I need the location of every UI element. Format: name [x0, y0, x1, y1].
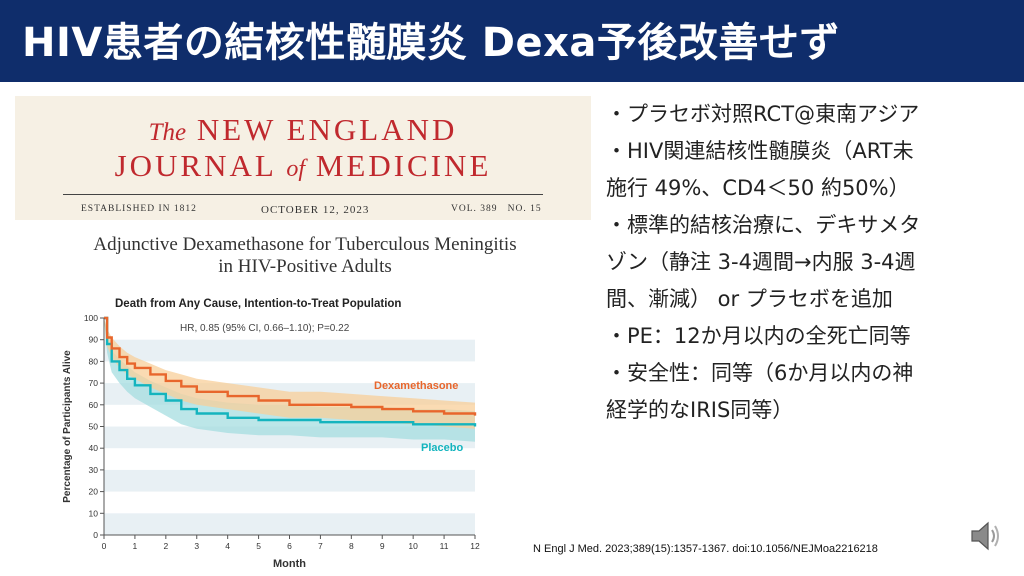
- bullet-line: ・安全性：同等（6か月以内の神: [606, 361, 914, 385]
- chart-annotation: HR, 0.85 (95% CI, 0.66–1.10); P=0.22: [180, 323, 350, 334]
- bullet-line: 間、漸減） or プラセボを追加: [606, 287, 893, 311]
- y-tick-label: 30: [89, 465, 99, 475]
- x-tick-label: 8: [349, 541, 354, 551]
- bullet-line: ・HIV関連結核性髄膜炎（ART未: [606, 139, 914, 163]
- masthead-rule: [63, 194, 543, 195]
- article-title-line2: in HIV-Positive Adults: [218, 256, 392, 277]
- y-tick-label: 20: [89, 487, 99, 497]
- y-tick-label: 60: [89, 400, 99, 410]
- y-tick-label: 100: [84, 313, 98, 323]
- speaker-icon[interactable]: [966, 516, 1006, 556]
- y-tick-label: 90: [89, 335, 99, 345]
- y-axis-label: Percentage of Participants Alive: [62, 350, 73, 503]
- x-tick-label: 2: [163, 541, 168, 551]
- journal-the: The: [148, 119, 187, 146]
- ci-band-dexamethasone: [104, 318, 475, 429]
- y-tick-label: 0: [93, 530, 98, 540]
- bullet-list: ・プラセボ対照RCT@東南アジア ・HIV関連結核性髄膜炎（ART未 施行 49%、…: [606, 96, 1016, 429]
- y-tick-label: 70: [89, 378, 99, 388]
- x-tick-label: 1: [133, 541, 138, 551]
- y-tick-label: 50: [89, 422, 99, 432]
- y-tick-label: 80: [89, 356, 99, 366]
- citation: N Engl J Med. 2023;389(15):1357-1367. do…: [533, 543, 878, 555]
- series-line-dexamethasone: [104, 316, 477, 416]
- x-tick-label: 12: [470, 541, 480, 551]
- slide-title: HIV患者の結核性髄膜炎 Dexa予後改善せず: [22, 20, 840, 66]
- series-line-placebo: [104, 316, 477, 427]
- legend-placebo: Placebo: [421, 442, 463, 454]
- bullet-line: ・プラセボ対照RCT@東南アジア: [606, 102, 920, 126]
- bullet-line: 経学的なIRIS同等）: [606, 398, 794, 422]
- x-tick-label: 10: [408, 541, 418, 551]
- x-tick-label: 11: [440, 541, 449, 551]
- grid-band: [104, 469, 475, 492]
- bullet-line: 施行 49%、CD4＜50 約50%）: [606, 176, 910, 200]
- x-tick-label: 9: [380, 541, 385, 551]
- journal-of: of: [286, 156, 306, 182]
- chart-title: Death from Any Cause, Intention-to-Treat…: [115, 298, 401, 310]
- journal-journal: JOURNAL: [114, 148, 276, 183]
- y-tick-label: 10: [89, 508, 99, 518]
- x-tick-label: 5: [256, 541, 261, 551]
- journal-date: OCTOBER 12, 2023: [261, 204, 370, 216]
- title-bar: HIV患者の結核性髄膜炎 Dexa予後改善せず: [0, 0, 1024, 82]
- grid-band: [104, 513, 475, 535]
- article-title: Adjunctive Dexamethasone for Tuberculous…: [40, 234, 570, 278]
- x-tick-label: 7: [318, 541, 323, 551]
- journal-masthead: The NEW ENGLAND JOURNAL of MEDICINE ESTA…: [15, 96, 591, 220]
- article-title-line1: Adjunctive Dexamethasone for Tuberculous…: [93, 234, 517, 255]
- journal-new-england: NEW ENGLAND: [196, 112, 458, 147]
- bullet-line: ・PE：12か月以内の全死亡同等: [606, 324, 911, 348]
- grid-band: [104, 339, 475, 362]
- bullet-line: ・標準的結核治療に、デキサメタ: [606, 213, 921, 237]
- legend-dexamethasone: Dexamethasone: [374, 380, 458, 392]
- journal-name-line2: JOURNAL of MEDICINE: [15, 148, 591, 184]
- journal-volume: VOL. 389 NO. 15: [451, 204, 542, 214]
- x-axis-label: Month: [273, 558, 306, 570]
- x-tick-label: 3: [194, 541, 199, 551]
- journal-established: ESTABLISHED IN 1812: [81, 204, 197, 214]
- bullet-line: ゾン（静注 3-4週間→内服 3-4週: [606, 250, 916, 274]
- y-tick-label: 40: [89, 443, 99, 453]
- x-tick-label: 0: [102, 541, 107, 551]
- journal-name-line1: The NEW ENGLAND: [15, 112, 591, 148]
- x-tick-label: 4: [225, 541, 230, 551]
- journal-medicine: MEDICINE: [315, 148, 492, 183]
- x-tick-label: 6: [287, 541, 292, 551]
